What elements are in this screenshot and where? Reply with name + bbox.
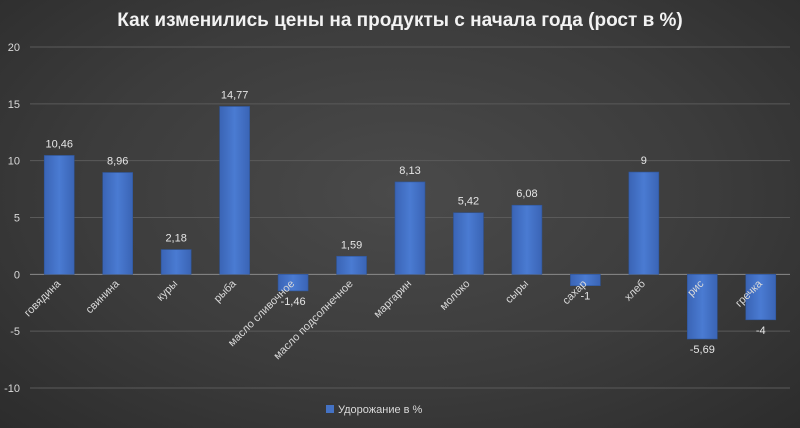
x-tick-label: маргарин [372,278,414,320]
bar [453,212,484,275]
data-label: -1 [580,291,590,303]
bar [336,255,367,275]
x-tick-label: сыры [503,278,531,306]
data-label: 8,96 [107,155,128,167]
data-label: -1,46 [281,296,306,308]
x-tick-label: рыба [212,277,240,305]
x-tick-label: говядина [22,277,64,319]
bar [160,249,192,275]
data-label: 9 [641,155,647,167]
x-tick-label: молоко [438,278,473,313]
bars [43,106,777,340]
x-tick-label: хлеб [622,278,648,304]
data-label: 10,46 [45,138,73,150]
data-label: 2,18 [165,233,186,245]
data-label: 5,42 [458,196,479,208]
y-tick-label: 20 [8,42,20,54]
chart-title: Как изменились цены на продукты с начала… [117,10,683,31]
y-tick-label: 15 [8,99,20,111]
bar [43,155,75,275]
data-label: -4 [756,325,766,337]
bar [277,274,309,292]
data-label: 14,77 [221,89,249,101]
bar [219,106,250,275]
data-label: -5,69 [690,344,715,356]
data-label: 1,59 [341,239,362,251]
legend: Удорожание в % [326,404,423,416]
y-tick-label: 10 [8,156,20,168]
x-tick-label: куры [155,278,181,304]
data-labels: 10,46 8,96 2,18 14,77 -1,46 1,59 8,13 5,42 6,08 -… [45,89,765,356]
bar [687,274,718,340]
bar [745,274,777,321]
y-axis-ticks: -10 -5 0 5 10 15 20 [4,42,20,395]
bar [102,172,133,275]
data-label: 6,08 [516,188,537,200]
bar [394,181,426,275]
x-tick-label: свинина [84,277,123,316]
data-label: 8,13 [399,165,420,177]
bar [628,171,660,275]
y-tick-label: 0 [14,269,20,281]
y-tick-label: -5 [10,326,20,338]
legend-swatch [326,405,334,413]
bar [570,274,601,287]
y-tick-label: -10 [4,383,20,395]
legend-label: Удорожание в % [338,404,423,416]
bar [511,204,543,275]
y-tick-label: 5 [14,213,20,225]
